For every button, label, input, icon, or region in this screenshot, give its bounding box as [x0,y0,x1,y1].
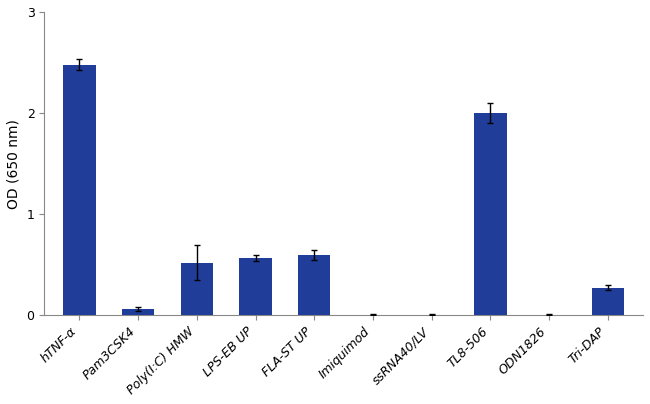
Bar [122,309,154,315]
Bar [474,113,506,315]
Bar [181,263,213,315]
Bar [239,258,272,315]
Bar [63,65,96,315]
Y-axis label: OD (650 nm): OD (650 nm) [7,119,21,208]
Bar [298,255,330,315]
Bar [592,288,624,315]
